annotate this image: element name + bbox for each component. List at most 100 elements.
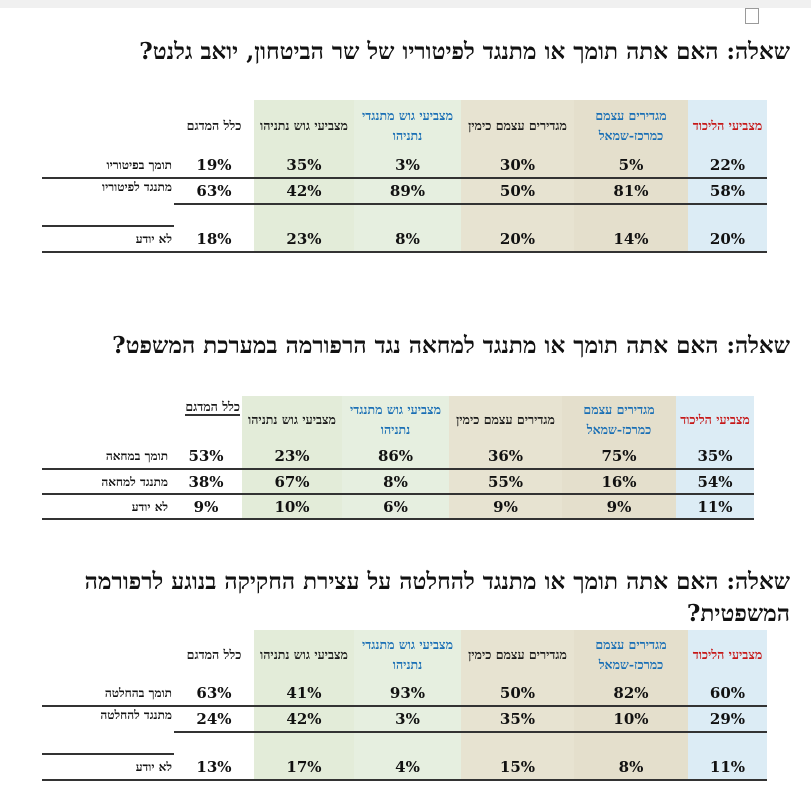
header-all: כלל המדגם (174, 100, 254, 152)
header-right: מגדירים עצמם כימין (461, 630, 574, 680)
cell-center-left: 9% (562, 494, 677, 520)
cell-netanyahu: 67% (242, 469, 343, 495)
top-bar (0, 0, 811, 8)
cell-anti-netanyahu: 86% (342, 444, 450, 470)
poll-block-1: שאלה: האם אתה תומך או מתנגד לפיטוריו של … (40, 36, 800, 68)
cell-all: 9% (170, 494, 243, 520)
header-likud: מצביעי הליכוד (688, 100, 767, 152)
gap-cell (174, 204, 254, 226)
gap-cell (461, 204, 574, 226)
cell-center-left: 8% (574, 754, 688, 781)
cell-likud: 35% (676, 444, 755, 470)
header-all-text: כלל המדגם (185, 399, 241, 416)
cell-all: 18% (174, 226, 254, 253)
cell-center-left: 14% (574, 226, 688, 253)
cell-likud: 11% (676, 494, 755, 520)
poll-table-3: מצביעי הליכוד מגדירים עצמם כמרכז-שמאל מג… (42, 630, 767, 781)
table-row: 54% 16% 55% 8% 67% 38% מתנגד למחאה (42, 469, 755, 495)
cell-likud: 22% (688, 152, 767, 179)
cell-netanyahu: 42% (254, 706, 354, 733)
cell-all: 63% (174, 680, 254, 707)
header-center-left: מגדירים עצמם כמרכז-שמאל (574, 100, 688, 152)
row-label: מתנגד להחלטה (42, 706, 174, 755)
header-anti-netanyahu: מצביעי גוש מתנגדי נתניהו (354, 630, 461, 680)
cell-right: 36% (449, 444, 563, 470)
question-title: שאלה: האם אתה תומך או מתנגד להחלטה על עצ… (84, 568, 790, 627)
cell-anti-netanyahu: 4% (354, 754, 461, 781)
cell-right: 35% (461, 706, 574, 733)
question-title: שאלה: האם אתה תומך או מתנגד למחאה נגד הר… (112, 332, 790, 359)
header-center-left: מגדירים עצמם כמרכז-שמאל (562, 396, 677, 444)
table-row: 22% 5% 30% 3% 35% 19% תומך בפיטוריו (42, 152, 767, 179)
poll-table-1: מצביעי הליכוד מגדירים עצמם כמרכז-שמאל מג… (42, 100, 767, 253)
cell-center-left: 75% (562, 444, 677, 470)
row-label: תומך בהחלטה (42, 680, 174, 707)
header-anti-netanyahu: מצביעי גוש מתנגדי נתניהו (342, 396, 450, 444)
gap-cell (688, 204, 767, 226)
gap-cell (461, 732, 574, 754)
cell-anti-netanyahu: 8% (342, 469, 450, 495)
header-likud: מצביעי הליכוד (688, 630, 767, 680)
row-label: לא יודע (42, 226, 174, 253)
cell-center-left: 10% (574, 706, 688, 733)
header-empty (42, 630, 174, 680)
cell-right: 50% (461, 178, 574, 205)
header-netanyahu: מצביעי גוש נתניהו (254, 630, 354, 680)
cell-anti-netanyahu: 93% (354, 680, 461, 707)
table-row: 11% 9% 9% 6% 10% 9% לא יודע (42, 494, 755, 520)
row-label: מתנגד לפיטוריו (42, 178, 174, 227)
cell-netanyahu: 23% (242, 444, 343, 470)
cell-netanyahu: 10% (242, 494, 343, 520)
cell-right: 50% (461, 680, 574, 707)
row-label: לא יודע (42, 494, 171, 520)
cell-right: 30% (461, 152, 574, 179)
header-empty (42, 100, 174, 152)
table-row: 20% 14% 20% 8% 23% 18% לא יודע (42, 226, 767, 253)
header-all: כלל המדגם (174, 630, 254, 680)
cell-right: 20% (461, 226, 574, 253)
header-right: מגדירים עצמם כימין (461, 100, 574, 152)
gap-cell (254, 732, 354, 754)
cell-center-left: 16% (562, 469, 677, 495)
cell-center-left: 5% (574, 152, 688, 179)
cell-netanyahu: 41% (254, 680, 354, 707)
cell-likud: 54% (676, 469, 755, 495)
cell-all: 53% (170, 444, 243, 470)
header-likud: מצביעי הליכוד (676, 396, 755, 444)
cell-right: 15% (461, 754, 574, 781)
cell-all: 38% (170, 469, 243, 495)
gap-cell (174, 732, 254, 754)
gap-cell (354, 204, 461, 226)
cell-all: 19% (174, 152, 254, 179)
cell-anti-netanyahu: 3% (354, 706, 461, 733)
table-row: 11% 8% 15% 4% 17% 13% לא יודע (42, 754, 767, 781)
cell-netanyahu: 23% (254, 226, 354, 253)
gap-cell (354, 732, 461, 754)
cell-anti-netanyahu: 8% (354, 226, 461, 253)
header-all: כלל המדגם (42, 396, 243, 444)
cell-likud: 58% (688, 178, 767, 205)
cell-likud: 20% (688, 226, 767, 253)
header-netanyahu: מצביעי גוש נתניהו (242, 396, 343, 444)
row-label: לא יודע (42, 754, 174, 781)
checkbox[interactable] (745, 8, 759, 24)
poll-block-2: שאלה: האם אתה תומך או מתנגד למחאה נגד הר… (40, 330, 800, 362)
gap-cell (574, 732, 688, 754)
cell-all: 63% (174, 178, 254, 205)
cell-netanyahu: 17% (254, 754, 354, 781)
header-anti-netanyahu: מצביעי גוש מתנגדי נתניהו (354, 100, 461, 152)
header-netanyahu: מצביעי גוש נתניהו (254, 100, 354, 152)
header-right: מגדירים עצמם כימין (449, 396, 563, 444)
poll-block-3: שאלה: האם אתה תומך או מתנגד להחלטה על עצ… (40, 566, 800, 630)
cell-center-left: 82% (574, 680, 688, 707)
table-gap-row (42, 204, 767, 226)
cell-likud: 60% (688, 680, 767, 707)
table-row: 29% 10% 35% 3% 42% 24% מתנגד להחלטה (42, 706, 767, 755)
cell-all: 13% (174, 754, 254, 781)
cell-netanyahu: 42% (254, 178, 354, 205)
row-label: תומך במחאה (42, 444, 171, 470)
cell-anti-netanyahu: 3% (354, 152, 461, 179)
cell-center-left: 81% (574, 178, 688, 205)
gap-cell (254, 204, 354, 226)
cell-anti-netanyahu: 6% (342, 494, 450, 520)
